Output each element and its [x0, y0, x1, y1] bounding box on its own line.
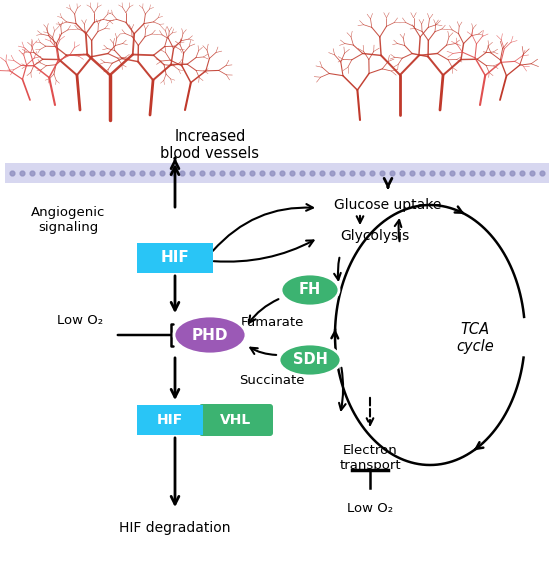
Text: Fumarate: Fumarate [240, 316, 304, 328]
Text: VHL: VHL [220, 413, 252, 427]
Text: Glucose uptake: Glucose uptake [334, 198, 442, 212]
Ellipse shape [281, 274, 339, 306]
Ellipse shape [279, 344, 341, 376]
FancyBboxPatch shape [137, 243, 213, 273]
Text: Angiogenic
signaling: Angiogenic signaling [31, 206, 105, 234]
FancyBboxPatch shape [199, 404, 273, 436]
Ellipse shape [174, 316, 246, 354]
Text: Low O₂: Low O₂ [347, 501, 393, 514]
Bar [5, 163, 549, 183]
Text: HIF degradation: HIF degradation [119, 521, 231, 535]
Text: PHD: PHD [192, 328, 228, 343]
Text: FH: FH [299, 283, 321, 297]
Text: Electron
transport: Electron transport [339, 444, 401, 472]
FancyBboxPatch shape [137, 405, 203, 435]
Text: HIF: HIF [161, 251, 189, 266]
Text: Low O₂: Low O₂ [57, 313, 103, 327]
Text: HIF: HIF [157, 413, 183, 427]
Text: Succinate: Succinate [239, 373, 305, 387]
Text: Increased
blood vessels: Increased blood vessels [161, 129, 259, 161]
Text: TCA
cycle: TCA cycle [456, 322, 494, 354]
Text: SDH: SDH [293, 352, 327, 368]
Text: Glycolysis: Glycolysis [340, 229, 409, 243]
